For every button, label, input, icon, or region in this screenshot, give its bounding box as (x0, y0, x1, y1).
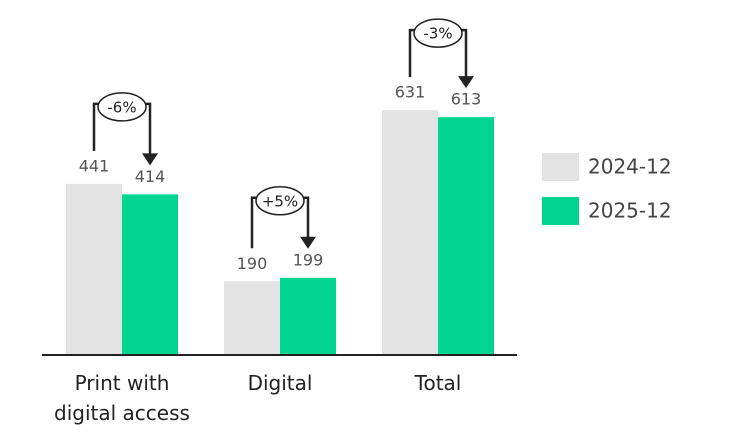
value-label: 199 (293, 250, 324, 269)
change-label: -3% (423, 25, 452, 43)
bar (224, 281, 280, 355)
category-label: Print with digital access (54, 371, 190, 425)
bar (280, 277, 336, 355)
arrow-head (458, 76, 474, 89)
value-label: 441 (79, 156, 110, 175)
value-label: 190 (237, 254, 268, 273)
bar (382, 110, 438, 355)
value-label: 631 (395, 83, 426, 102)
arrow-head (142, 153, 158, 166)
arrow-head (300, 236, 316, 249)
bar (438, 117, 494, 355)
change-bubble (413, 18, 463, 48)
category-label: Digital (247, 371, 313, 395)
legend-swatch (542, 197, 579, 225)
legend-swatch (542, 153, 579, 181)
legend-label: 2025-12 (588, 199, 672, 223)
category-label: Total (414, 371, 462, 395)
legend-label: 2024-12 (588, 155, 672, 179)
change-bubble (255, 186, 305, 216)
bar (66, 183, 122, 355)
change-bubble (97, 92, 147, 122)
change-label: -6% (107, 98, 136, 116)
change-label: +5% (262, 192, 298, 210)
bar (122, 194, 178, 355)
value-label: 414 (135, 167, 166, 186)
value-label: 613 (451, 90, 482, 109)
